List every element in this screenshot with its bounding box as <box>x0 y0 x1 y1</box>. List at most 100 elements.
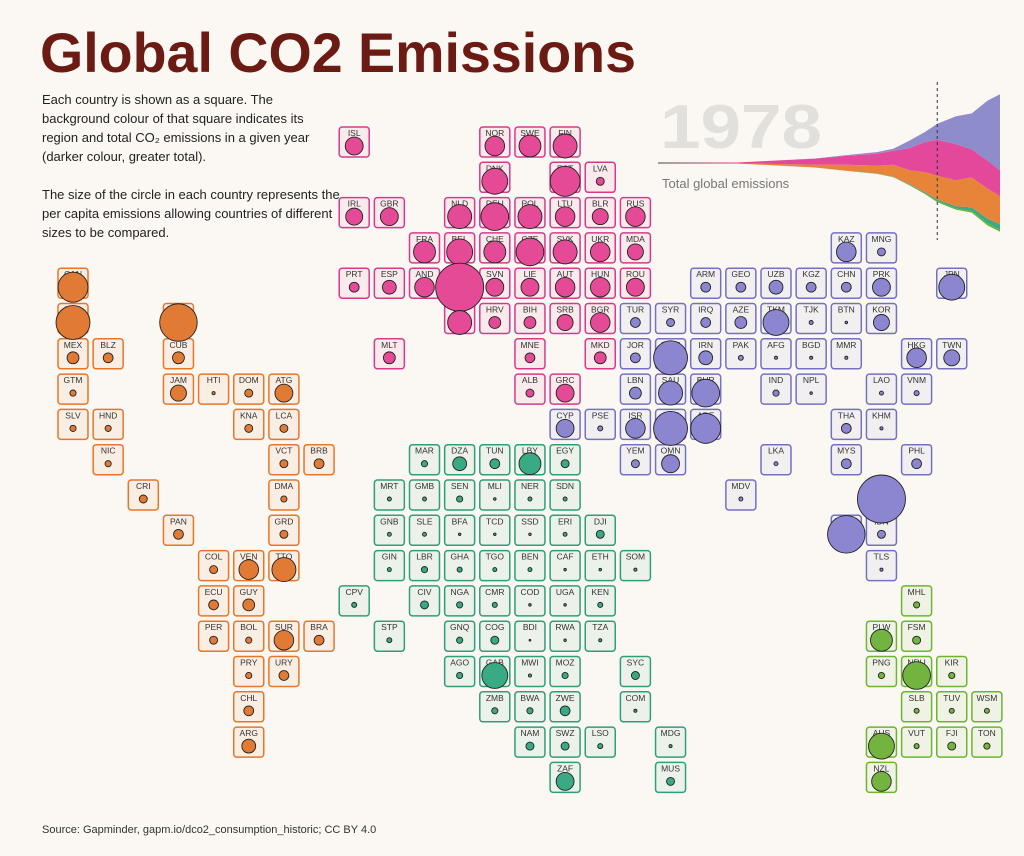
country-code: KEN <box>592 587 609 597</box>
country-code: SDN <box>556 481 574 491</box>
country-code: AGO <box>450 658 469 668</box>
country-code: HUN <box>591 269 609 279</box>
per-capita-circle <box>520 277 540 297</box>
country-code: GMB <box>415 481 435 491</box>
per-capita-circle <box>658 380 683 406</box>
per-capita-circle <box>238 559 259 580</box>
country-tile: GNB <box>373 514 406 547</box>
country-code: AUT <box>557 269 574 279</box>
country-tile: DMA <box>268 479 300 511</box>
country-code: VEN <box>240 552 257 562</box>
per-capita-circle <box>489 458 501 470</box>
per-capita-circle <box>271 557 297 583</box>
country-code: ECU <box>205 587 223 597</box>
tile <box>479 514 511 547</box>
country-code: KNA <box>240 410 258 420</box>
country-code: BGD <box>802 340 820 350</box>
tile <box>408 514 441 547</box>
country-code: ARM <box>696 269 715 279</box>
country-code: BIH <box>523 305 537 315</box>
per-capita-circle <box>560 459 570 469</box>
country-code: BEN <box>521 552 538 562</box>
per-capita-circle <box>491 707 499 715</box>
country-code: CUB <box>169 340 187 350</box>
per-capita-circle <box>630 459 640 469</box>
per-capita-circle <box>517 204 543 230</box>
per-capita-circle <box>422 531 427 537</box>
per-capita-circle <box>420 460 429 468</box>
country-code: MLI <box>488 481 502 491</box>
tile <box>584 408 616 441</box>
tile <box>233 655 265 688</box>
per-capita-circle <box>597 601 604 608</box>
country-code: EGY <box>556 446 574 456</box>
country-tile: MMR <box>830 338 863 370</box>
per-capita-circle <box>447 204 473 230</box>
country-code: TCD <box>486 516 503 526</box>
country-code: PSE <box>592 410 609 420</box>
country-code: HND <box>99 410 117 420</box>
country-code: ALB <box>522 375 538 385</box>
per-capita-circle <box>591 208 609 226</box>
per-capita-circle <box>104 424 112 432</box>
per-capita-circle <box>491 601 498 608</box>
country-code: MDA <box>626 234 645 244</box>
country-code: PHL <box>908 446 925 456</box>
country-code: LAO <box>873 375 890 385</box>
per-capita-circle <box>526 707 534 715</box>
country-tile: SEN <box>443 479 476 511</box>
country-code: MMR <box>836 340 856 350</box>
per-capita-circle <box>597 743 604 750</box>
per-capita-circle <box>555 383 575 403</box>
tile <box>338 585 370 617</box>
per-capita-circle <box>345 207 364 226</box>
per-capita-circle <box>241 738 257 754</box>
per-capita-circle <box>279 529 289 539</box>
per-capita-circle <box>595 529 605 539</box>
per-capita-circle <box>668 744 673 749</box>
country-code: LBY <box>522 446 538 456</box>
per-capita-circle <box>169 384 187 402</box>
tile <box>900 373 933 405</box>
per-capita-circle <box>159 303 198 342</box>
country-tile: MDG <box>654 726 687 758</box>
tile <box>92 443 124 476</box>
per-capita-circle <box>805 281 817 293</box>
per-capita-circle <box>698 350 714 366</box>
country-code: GTM <box>64 375 83 385</box>
country-code: NPL <box>803 375 820 385</box>
country-code: MYS <box>837 446 856 456</box>
tile <box>373 620 406 652</box>
per-capita-circle <box>879 390 884 396</box>
per-capita-circle <box>691 378 721 408</box>
country-code: FIN <box>558 128 572 138</box>
country-tile: BDI <box>514 620 546 652</box>
per-capita-circle <box>983 707 990 714</box>
per-capita-circle <box>420 566 429 574</box>
tile <box>795 373 827 405</box>
per-capita-circle <box>870 628 893 652</box>
country-tile: LKA <box>760 443 792 476</box>
total-label: Total global emissions <box>662 176 790 191</box>
per-capita-circle <box>563 567 567 572</box>
per-capita-circle <box>735 281 747 293</box>
country-tile: GIN <box>373 549 406 582</box>
per-capita-circle <box>597 425 604 432</box>
per-capita-circle <box>549 165 581 197</box>
tile <box>865 655 898 688</box>
country-code: IRQ <box>698 305 714 315</box>
country-code: BLR <box>592 199 609 209</box>
country-code: DJI <box>594 516 607 526</box>
per-capita-circle <box>446 238 474 266</box>
description: Each country is shown as a square. The b… <box>42 92 310 164</box>
country-tile: AGO <box>443 655 476 688</box>
country-tile: LAO <box>865 373 898 405</box>
per-capita-circle <box>633 708 638 713</box>
country-code: JOR <box>627 340 644 350</box>
per-capita-circle <box>554 206 576 227</box>
country-code: PRY <box>240 658 258 668</box>
country-tile: PRY <box>233 655 265 688</box>
tile <box>549 620 581 652</box>
tile <box>936 655 968 688</box>
per-capita-circle <box>625 418 646 439</box>
